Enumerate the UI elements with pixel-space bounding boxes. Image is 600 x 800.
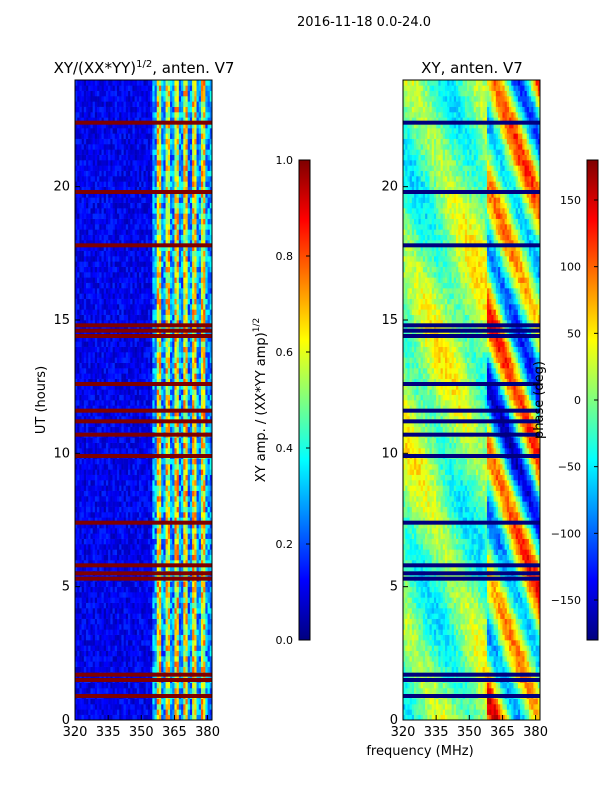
flagged-row	[403, 382, 540, 386]
flagged-row	[403, 334, 540, 338]
flagged-row	[75, 454, 212, 458]
x-tick-label: 320	[391, 725, 416, 740]
flagged-row	[75, 190, 212, 194]
colorbar-gradient	[298, 159, 311, 641]
panel1-ticks: 320 335 350 365 380 0 5 10 15 20	[53, 180, 220, 740]
flagged-row	[75, 334, 212, 338]
flagged-row	[75, 408, 212, 413]
x-tick-label: 380	[523, 725, 548, 740]
y-tick-label: 5	[62, 580, 70, 595]
y-tick-label: 5	[390, 580, 398, 595]
y-tick-label: 10	[53, 446, 70, 461]
flagged-row	[75, 120, 212, 125]
flagged-row	[403, 243, 540, 248]
flagged-row	[75, 382, 212, 386]
panel1-ylabel: UT (hours)	[34, 366, 49, 434]
flagged-row	[75, 694, 212, 698]
flagged-row	[75, 419, 212, 424]
panel1-heatmap	[75, 80, 213, 721]
colorbar2-label: phase (deg)	[532, 361, 547, 439]
flagged-row	[403, 328, 540, 333]
x-tick-label: 365	[162, 725, 187, 740]
y-tick-label: 15	[381, 313, 398, 328]
colorbar-tick-label: 0.8	[276, 250, 294, 263]
colorbar-tick-label: 0.2	[276, 538, 294, 551]
y-tick-label: 15	[53, 313, 70, 328]
figure-suptitle: 2016-11-18 0.0-24.0	[297, 15, 431, 30]
x-tick-label: 320	[63, 725, 88, 740]
panel2-ticks: 320 335 350 365 380 0 5 10 15 20	[381, 180, 548, 740]
panel2-title: XY, anten. V7	[421, 59, 523, 77]
panel2-frame	[402, 79, 541, 721]
colorbar-tick-label: −150	[551, 594, 581, 607]
flagged-row	[403, 408, 540, 413]
flagged-row	[75, 323, 212, 328]
colorbar-tick-label: −50	[558, 461, 581, 474]
x-tick-label: 380	[195, 725, 220, 740]
flagged-row	[403, 454, 540, 458]
panel1-frame	[74, 79, 213, 721]
colorbar-tick-label: 0.0	[276, 634, 294, 647]
flagged-row	[75, 520, 212, 525]
flagged-row	[75, 576, 212, 581]
colorbar-tick-label: −100	[551, 527, 581, 540]
flagged-row	[75, 571, 212, 576]
panel1-title: XY/(XX*YY)1/2, anten. V7	[54, 59, 235, 77]
flagged-row	[75, 328, 212, 333]
flagged-row	[403, 678, 540, 682]
flagged-row	[403, 571, 540, 576]
colorbar-tick-label: 0.4	[276, 442, 294, 455]
flagged-row	[403, 520, 540, 525]
flagged-row	[403, 323, 540, 328]
flagged-row	[403, 694, 540, 698]
colorbar-tick-label: 50	[567, 327, 581, 340]
flagged-row	[403, 563, 540, 568]
panel2-heatmap	[403, 80, 541, 721]
panel2-xlabel: frequency (MHz)	[366, 744, 473, 759]
colorbar-tick-label: 0.6	[276, 346, 294, 359]
flagged-row	[403, 419, 540, 424]
x-tick-label: 335	[424, 725, 449, 740]
flagged-row	[403, 576, 540, 581]
colorbar2: 150 100 50 0 −50 −100 −150	[551, 159, 599, 641]
flagged-row	[403, 120, 540, 125]
colorbar1: 0.0 0.2 0.4 0.6 0.8 1.0	[276, 154, 311, 647]
colorbar-tick-label: 150	[560, 194, 581, 207]
colorbar-tick-label: 1.0	[276, 154, 294, 167]
flagged-row	[75, 678, 212, 682]
y-tick-label: 10	[381, 446, 398, 461]
x-tick-label: 335	[96, 725, 121, 740]
x-tick-label: 350	[129, 725, 154, 740]
x-tick-label: 350	[457, 725, 482, 740]
flagged-row	[403, 190, 540, 194]
colorbar1-label: XY amp. / (XX*YY amp)1/2	[252, 318, 269, 482]
y-tick-label: 20	[53, 180, 70, 195]
flagged-row	[75, 563, 212, 568]
flagged-row	[75, 432, 212, 437]
flagged-row	[403, 432, 540, 437]
colorbar-tick-label: 0	[574, 394, 581, 407]
y-tick-label: 20	[381, 180, 398, 195]
flagged-row	[75, 672, 212, 677]
y-tick-label: 0	[390, 713, 398, 728]
flagged-row	[403, 672, 540, 677]
x-tick-label: 365	[490, 725, 515, 740]
y-tick-label: 0	[62, 713, 70, 728]
colorbar-tick-label: 100	[560, 261, 581, 274]
flagged-row	[75, 243, 212, 248]
